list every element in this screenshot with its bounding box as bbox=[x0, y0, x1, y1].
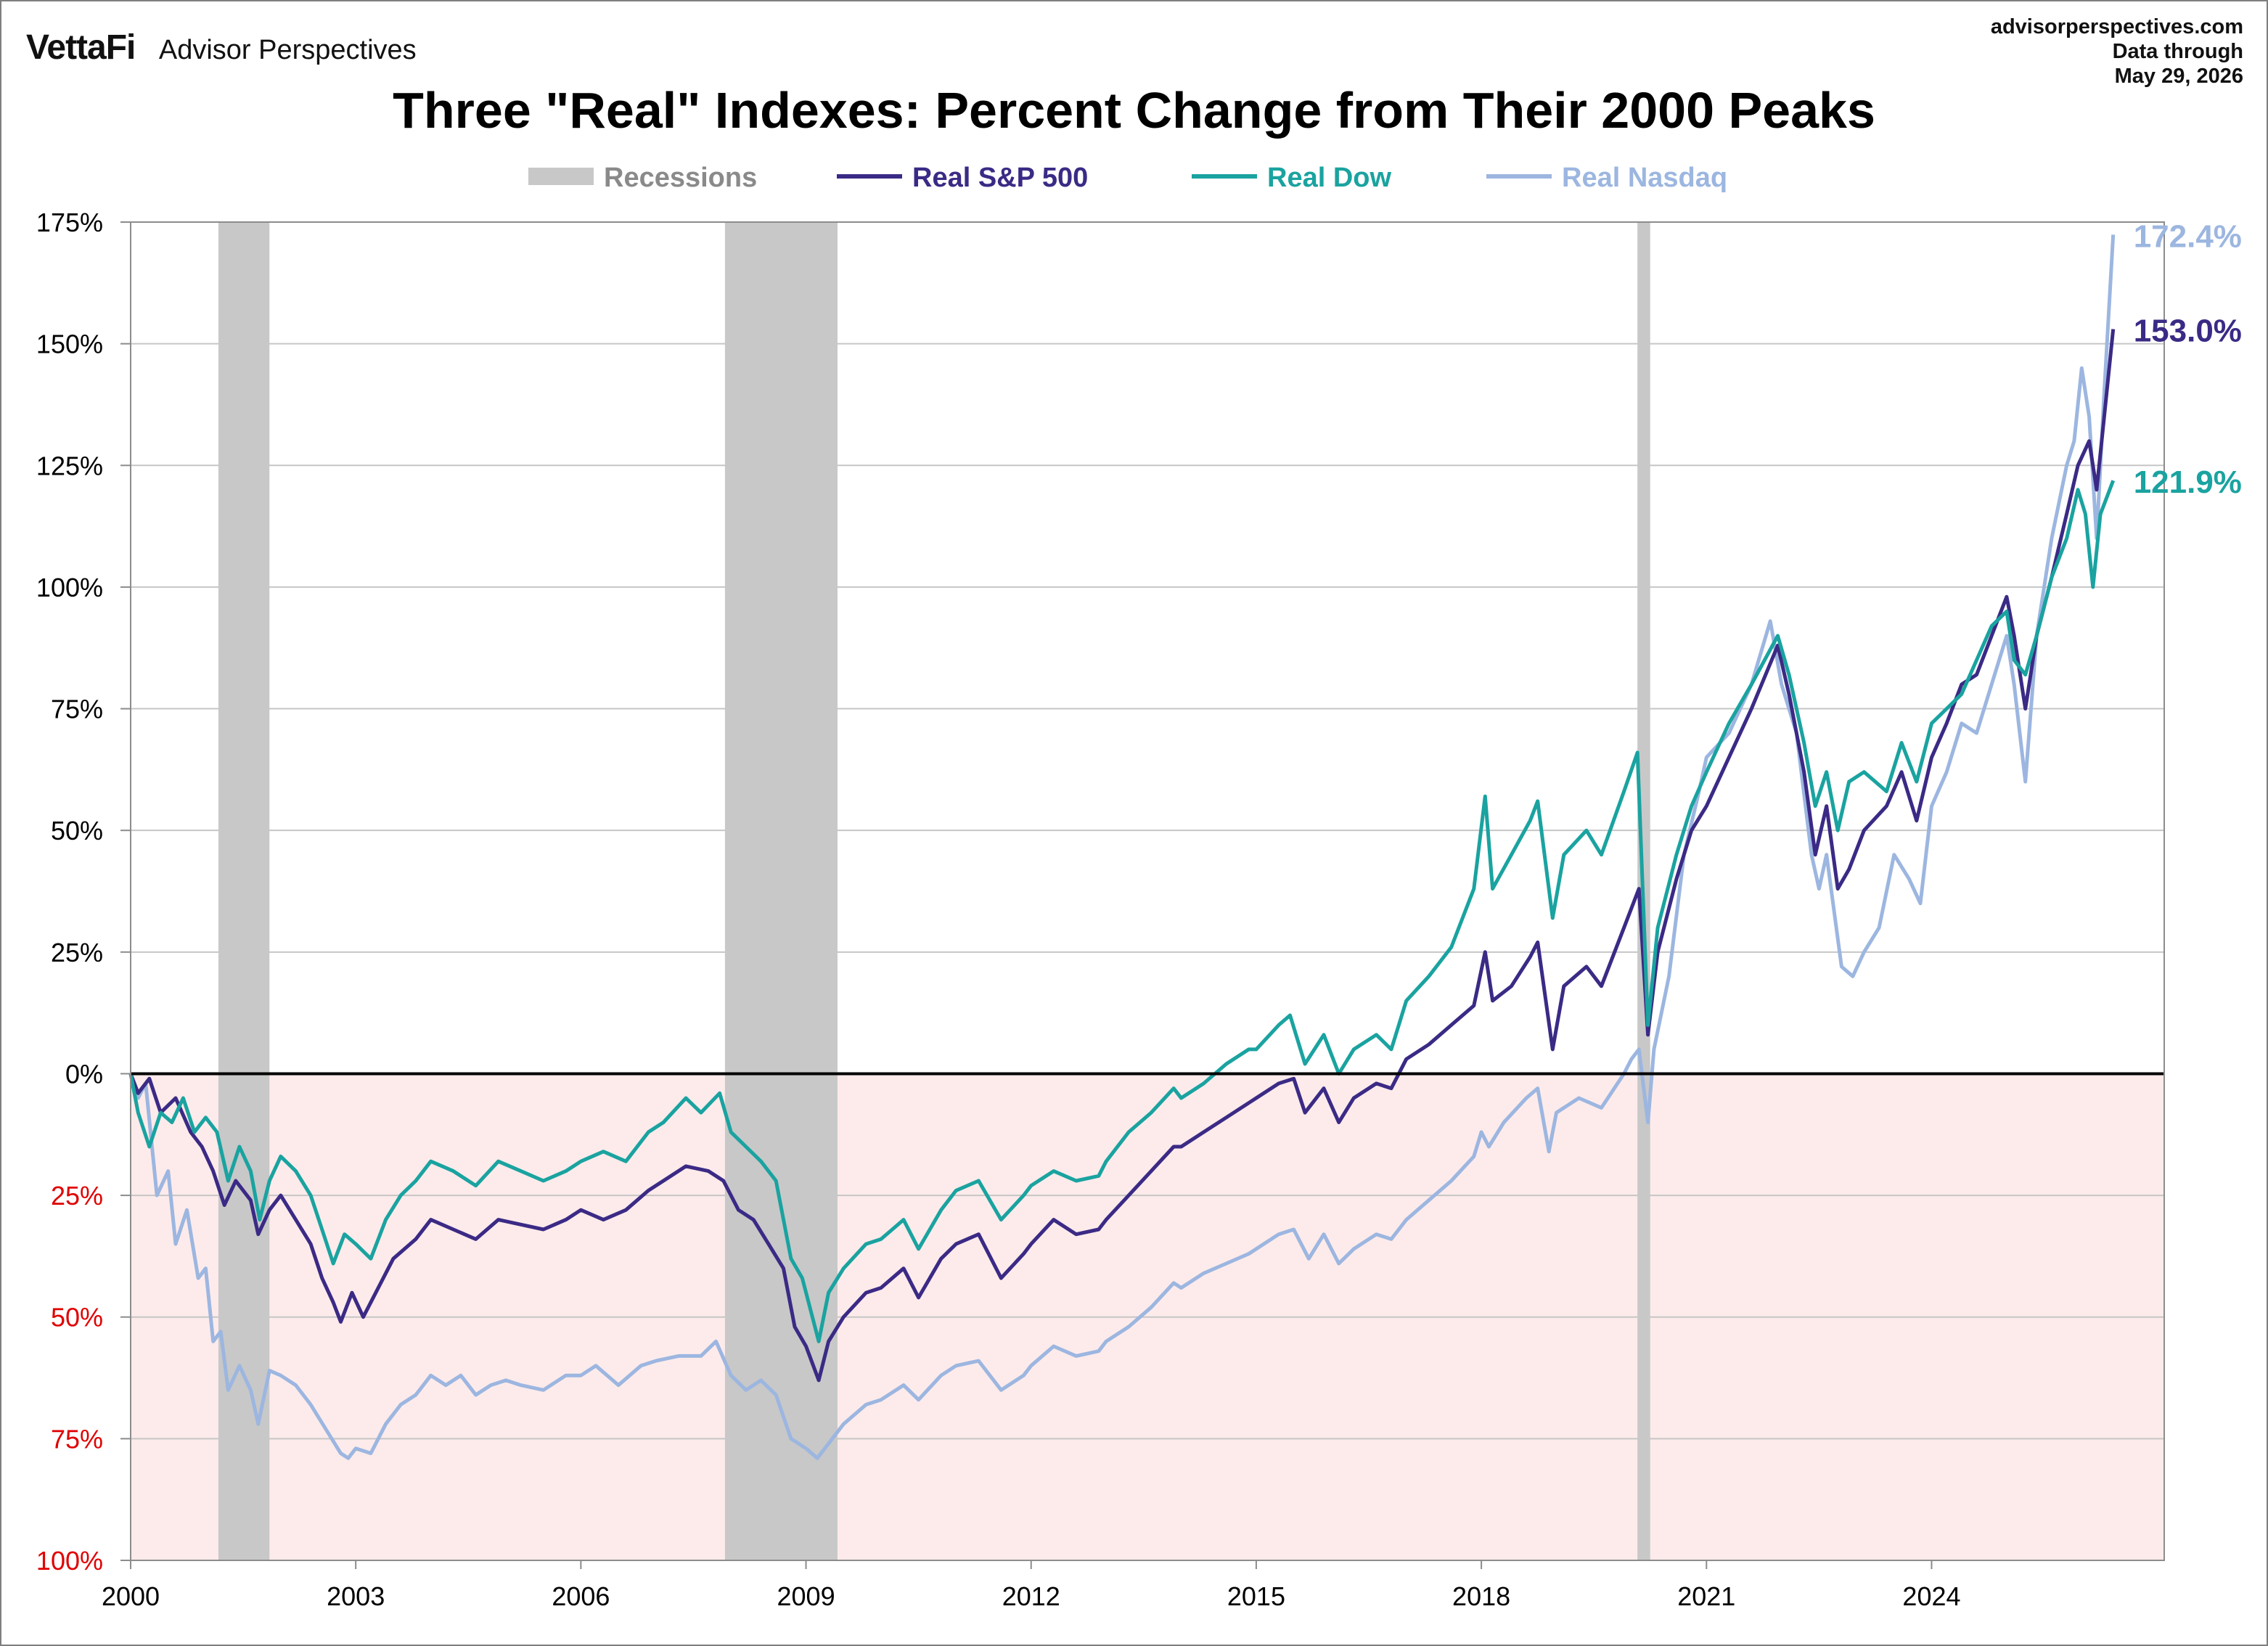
x-tick-label: 2000 bbox=[102, 1581, 160, 1611]
source-block: advisorperspectives.com Data through May… bbox=[1991, 15, 2243, 89]
series-line-dow bbox=[128, 480, 2116, 1343]
brand-block: VettaFi Advisor Perspectives bbox=[26, 28, 417, 67]
y-tick-label: 25% bbox=[51, 1181, 103, 1211]
legend-label-nasdaq: Real Nasdaq bbox=[1562, 163, 1727, 193]
y-tick-label: 75% bbox=[51, 1424, 103, 1454]
end-label-dow: 121.9% bbox=[2134, 464, 2242, 500]
legend-label-recession: Recessions bbox=[604, 163, 757, 193]
x-tick-label: 2018 bbox=[1452, 1581, 1510, 1611]
recession-band bbox=[724, 222, 838, 1560]
x-tick-label: 2024 bbox=[1902, 1581, 1960, 1611]
x-tick-label: 2006 bbox=[552, 1581, 610, 1611]
vettafi-logo: VettaFi bbox=[26, 28, 136, 67]
plot-border bbox=[130, 221, 2165, 1561]
source-date: May 29, 2026 bbox=[2114, 65, 2243, 88]
series-line-nasdaq bbox=[128, 234, 2116, 1460]
x-tick-label: 2021 bbox=[1677, 1581, 1735, 1611]
legend-item-recession: Recessions bbox=[528, 163, 757, 193]
x-tick-label: 2012 bbox=[1002, 1581, 1060, 1611]
end-label-nasdaq: 172.4% bbox=[2134, 218, 2242, 254]
chart-legend: Recessions Real S&P 500 Real Dow Real Nasda… bbox=[528, 163, 1727, 193]
y-tick-label: 100% bbox=[36, 1546, 103, 1576]
y-tick-label: 25% bbox=[51, 938, 103, 967]
series-line-sp500 bbox=[128, 329, 2116, 1383]
recession-band bbox=[218, 222, 270, 1560]
end-label-sp500: 153.0% bbox=[2134, 314, 2242, 349]
source-data-through: Data through bbox=[2112, 40, 2243, 63]
plot-area: 175% 150% 125% 100% 75% 50% 25% 0% 25% 50% 75% 100%… bbox=[36, 208, 2242, 1611]
y-tick-label: 75% bbox=[51, 695, 103, 724]
y-tick-label: 50% bbox=[51, 1303, 103, 1332]
y-tick-label: 0% bbox=[65, 1059, 103, 1089]
chart-title: Three "Real" Indexes: Percent Change fro… bbox=[393, 82, 1875, 139]
y-tick-label: 125% bbox=[36, 451, 103, 480]
legend-label-dow: Real Dow bbox=[1267, 163, 1391, 193]
x-tick-label: 2003 bbox=[327, 1581, 385, 1611]
legend-swatch-recession bbox=[528, 168, 594, 185]
legend-item-sp500: Real S&P 500 bbox=[837, 163, 1088, 193]
source-site: advisorperspectives.com bbox=[1990, 15, 2243, 38]
brand-subtitle: Advisor Perspectives bbox=[158, 35, 417, 65]
y-tick-label: 50% bbox=[51, 816, 103, 845]
legend-item-nasdaq: Real Nasdaq bbox=[1486, 163, 1727, 193]
y-tick-label: 150% bbox=[36, 329, 103, 359]
x-tick-label: 2015 bbox=[1227, 1581, 1285, 1611]
x-tick-label: 2009 bbox=[777, 1581, 835, 1611]
y-tick-label: 100% bbox=[36, 573, 103, 602]
legend-label-sp500: Real S&P 500 bbox=[912, 163, 1088, 193]
legend-item-dow: Real Dow bbox=[1192, 163, 1391, 193]
y-tick-label: 175% bbox=[36, 208, 103, 237]
